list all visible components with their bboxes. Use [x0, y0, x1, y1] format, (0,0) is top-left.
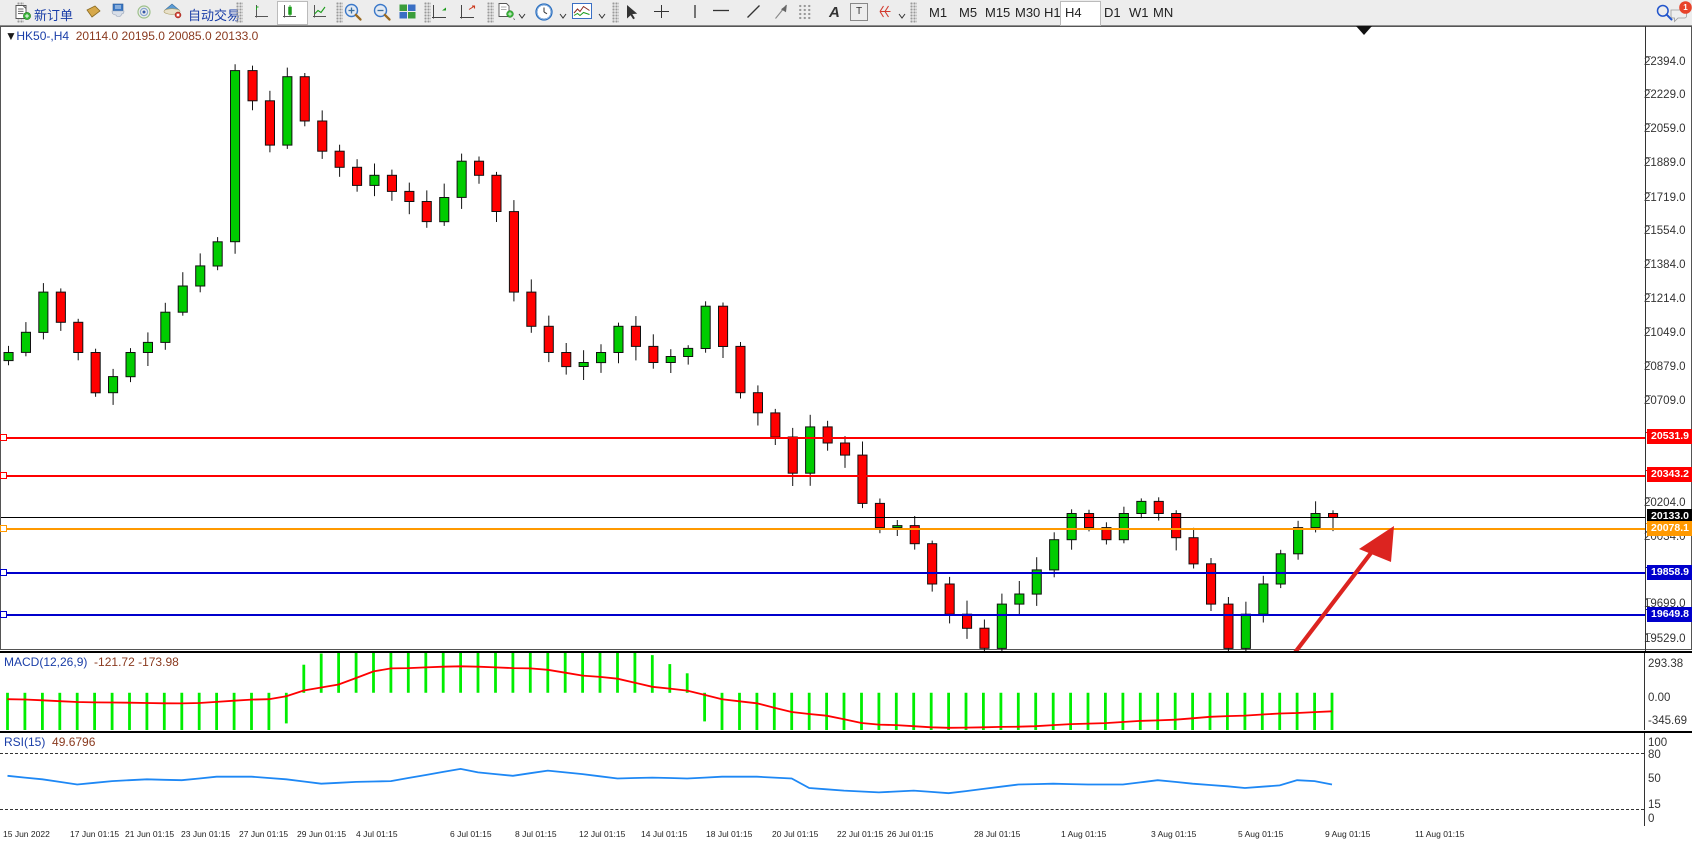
svg-text:1: 1 — [1683, 3, 1688, 12]
